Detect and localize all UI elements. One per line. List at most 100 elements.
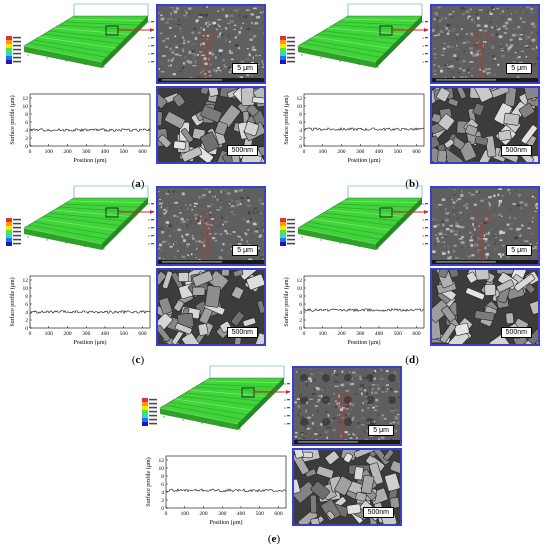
x-tick-label: 600 xyxy=(138,149,147,155)
sem-image-low-mag: 5 μm xyxy=(156,4,266,84)
panel-label-d: (d) xyxy=(276,354,548,366)
x-tick-label: 300 xyxy=(218,511,227,517)
y-tick-label: 2 xyxy=(299,136,302,142)
panel-label-letter: c xyxy=(135,354,141,366)
profile-series-line xyxy=(303,127,425,132)
panel-label-letter: b xyxy=(408,178,416,190)
scale-bar-500nm: 500nm xyxy=(362,507,394,518)
surface-3d-plot xyxy=(142,365,290,430)
y-tick-label: 12 xyxy=(297,96,303,102)
x-tick-label: 400 xyxy=(375,331,384,337)
x-tick-label: 500 xyxy=(256,511,265,517)
y-tick-label: 2 xyxy=(299,318,302,324)
y-tick-label: 10 xyxy=(23,104,29,110)
x-tick-label: 200 xyxy=(63,331,72,337)
y-tick-label: 0 xyxy=(299,144,302,150)
scale-bar-500nm: 500nm xyxy=(226,327,258,338)
y-tick-label: 2 xyxy=(25,136,28,142)
y-axis-label: Surface profile (μm) xyxy=(9,95,16,144)
y-tick-label: 12 xyxy=(297,278,303,284)
sem-image-low-mag: 5 μm xyxy=(430,186,540,266)
sem-image-high-mag: 500nm xyxy=(156,268,266,346)
x-tick-label: 300 xyxy=(356,149,365,155)
x-tick-label: 600 xyxy=(412,149,421,155)
x-tick-label: 600 xyxy=(274,511,283,517)
panel-b: 5 μm 500nm 12 10 8 6 4 2 0 0 100 200 300 400 500 600 Sur… xyxy=(276,2,548,172)
y-tick-label: 8 xyxy=(25,112,28,118)
panel-label-e: (e) xyxy=(138,533,410,545)
panel-label-open: ( xyxy=(131,354,136,366)
y-tick-label: 4 xyxy=(299,310,302,316)
x-tick-label: 200 xyxy=(337,331,346,337)
x-tick-label: 500 xyxy=(394,149,403,155)
y-tick-label: 12 xyxy=(23,278,29,284)
y-axis-label: Surface profile (μm) xyxy=(9,277,16,326)
x-axis-label: Position (μm) xyxy=(347,157,380,164)
y-tick-label: 4 xyxy=(161,490,164,496)
panel-label-open: ( xyxy=(405,354,409,366)
surface-3d-plot xyxy=(280,3,428,68)
x-tick-label: 0 xyxy=(29,331,32,337)
panel-c: 5 μm 500nm 12 10 8 6 4 2 0 0 100 200 300 400 500 600 Sur… xyxy=(2,184,274,354)
y-tick-label: 6 xyxy=(299,302,302,308)
sem-image-low-mag: 5 μm xyxy=(430,4,540,84)
y-tick-label: 12 xyxy=(23,96,29,102)
x-tick-label: 300 xyxy=(82,149,91,155)
x-tick-label: 0 xyxy=(303,149,306,155)
x-axis-label: Position (μm) xyxy=(347,339,380,346)
scale-bar-5um: 5 μm xyxy=(506,245,532,256)
panel-label-close: ) xyxy=(140,354,145,366)
scale-bar-5um: 5 μm xyxy=(232,245,258,256)
y-tick-label: 0 xyxy=(25,326,28,332)
y-tick-label: 12 xyxy=(159,458,165,464)
y-axis-label: Surface profile (μm) xyxy=(145,457,152,506)
panel-d: 5 μm 500nm 12 10 8 6 4 2 0 0 100 200 300 400 500 600 Sur… xyxy=(276,184,548,354)
height-color-legend xyxy=(6,36,21,64)
x-tick-label: 100 xyxy=(319,149,328,155)
y-tick-label: 2 xyxy=(25,318,28,324)
y-tick-label: 0 xyxy=(25,144,28,150)
x-tick-label: 400 xyxy=(237,511,246,517)
panel-label-close: ) xyxy=(140,178,145,190)
y-tick-label: 10 xyxy=(23,286,29,292)
x-tick-label: 0 xyxy=(29,149,32,155)
y-axis-label: Surface profile (μm) xyxy=(283,95,290,144)
x-tick-label: 0 xyxy=(303,331,306,337)
x-tick-label: 600 xyxy=(138,331,147,337)
height-color-legend xyxy=(280,218,295,246)
profile-series-line xyxy=(29,310,151,315)
panel-e: 5 μm 500nm 12 10 8 6 4 2 0 0 100 200 300 400 500 600 Sur… xyxy=(138,364,410,534)
x-axis-label: Position (μm) xyxy=(209,519,242,526)
x-axis-label: Position (μm) xyxy=(73,157,106,164)
scale-bar-5um: 5 μm xyxy=(232,63,258,74)
panel-label-c: (c) xyxy=(2,354,274,366)
x-tick-label: 100 xyxy=(319,331,328,337)
x-tick-label: 200 xyxy=(199,511,208,517)
y-tick-label: 4 xyxy=(25,128,28,134)
panel-label-open: ( xyxy=(131,178,136,190)
x-tick-label: 300 xyxy=(82,331,91,337)
height-color-legend xyxy=(280,36,295,64)
x-tick-label: 100 xyxy=(45,149,54,155)
x-tick-label: 500 xyxy=(120,331,129,337)
y-tick-label: 0 xyxy=(161,506,164,512)
y-axis-label: Surface profile (μm) xyxy=(283,277,290,326)
y-tick-label: 8 xyxy=(299,112,302,118)
x-axis-label: Position (μm) xyxy=(73,339,106,346)
x-tick-label: 400 xyxy=(101,331,110,337)
surface-3d-plot xyxy=(280,185,428,250)
y-tick-label: 4 xyxy=(299,128,302,134)
y-tick-label: 6 xyxy=(299,120,302,126)
sem-image-low-mag: 5 μm xyxy=(292,366,402,446)
sem-image-high-mag: 500nm xyxy=(430,86,540,164)
y-tick-label: 8 xyxy=(25,294,28,300)
height-color-legend xyxy=(142,398,157,426)
x-tick-label: 100 xyxy=(45,331,54,337)
y-tick-label: 6 xyxy=(161,482,164,488)
x-tick-label: 600 xyxy=(412,331,421,337)
y-tick-label: 10 xyxy=(297,104,303,110)
